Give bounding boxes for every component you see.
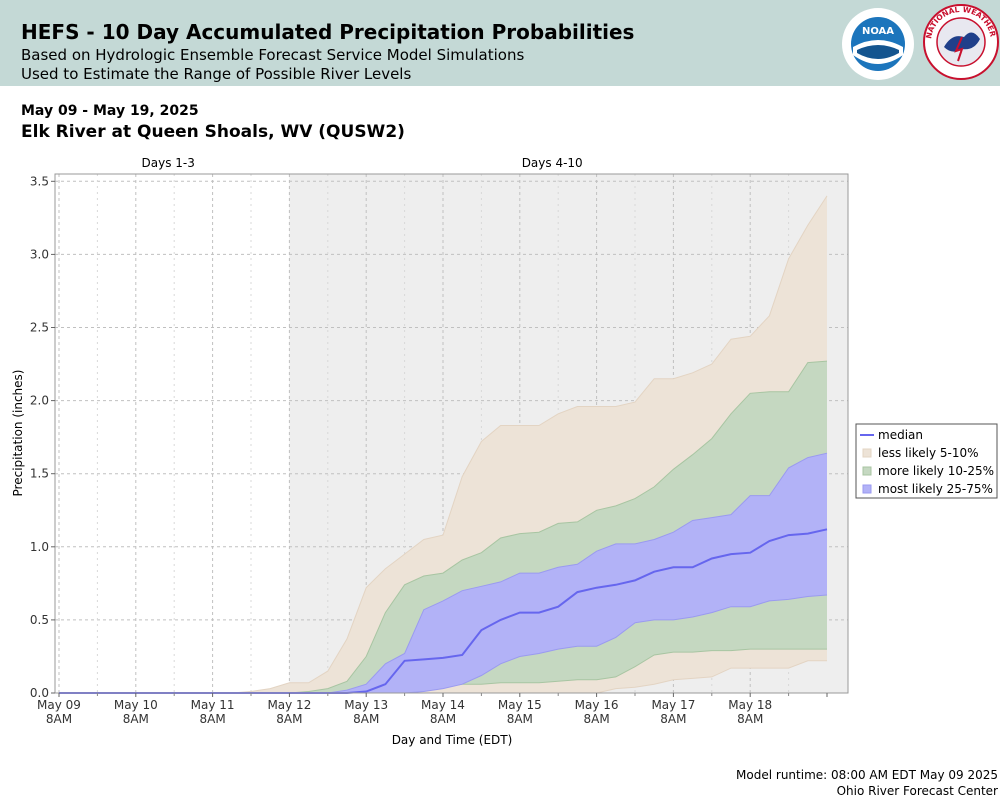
subtitle-line-2: Used to Estimate the Range of Possible R… — [21, 65, 412, 83]
band-p25_p75 — [59, 453, 827, 693]
x-tick-label-time: 8AM — [660, 712, 686, 726]
legend-swatch — [862, 448, 872, 458]
legend-label: median — [878, 428, 923, 442]
noaa-logo[interactable]: NOAA — [841, 7, 915, 81]
x-tick-label-time: 8AM — [737, 712, 763, 726]
legend-label: most likely 25-75% — [878, 482, 993, 496]
y-tick-label: 2.0 — [30, 394, 49, 408]
location-title: Elk River at Queen Shoals, WV (QUSW2) — [21, 122, 405, 142]
noaa-logo-text: NOAA — [862, 26, 894, 37]
days-1-3-region — [55, 174, 290, 693]
page-title: HEFS - 10 Day Accumulated Precipitation … — [21, 20, 635, 44]
noaa-wave-shape — [857, 45, 899, 59]
legend-label: less likely 5-10% — [878, 446, 979, 460]
x-tick-label-date: May 11 — [191, 698, 235, 712]
legend-swatch — [862, 484, 872, 494]
y-tick-label: 3.0 — [30, 247, 49, 261]
y-tick-label: 1.0 — [30, 540, 49, 554]
x-tick-label-time: 8AM — [507, 712, 533, 726]
legend-label: more likely 10-25% — [878, 464, 994, 478]
nws-cloud-icon — [944, 32, 980, 52]
y-tick-label: 2.5 — [30, 321, 49, 335]
x-axis-label: Day and Time (EDT) — [392, 733, 513, 747]
x-tick-label-date: May 12 — [267, 698, 311, 712]
y-tick-label: 0.5 — [30, 613, 49, 627]
y-tick-label: 3.5 — [30, 174, 49, 188]
x-tick-label-time: 8AM — [430, 712, 456, 726]
x-tick-label-date: May 17 — [651, 698, 695, 712]
legend-box — [855, 423, 998, 499]
x-tick-label-date: May 10 — [114, 698, 158, 712]
x-tick-label-time: 8AM — [276, 712, 302, 726]
nws-lightning-icon — [954, 36, 964, 62]
legend-swatch — [862, 466, 872, 476]
x-tick-label-date: May 09 — [37, 698, 81, 712]
date-range: May 09 - May 19, 2025 — [21, 103, 199, 119]
x-tick-label-date: May 14 — [421, 698, 465, 712]
plot-border — [54, 173, 849, 694]
plot-frame — [54, 173, 849, 694]
x-tick-label-time: 8AM — [123, 712, 149, 726]
nws-logo[interactable]: NATIONAL WEATHER SERVICE — [922, 3, 1000, 81]
forecast-center: Ohio River Forecast Center — [836, 784, 998, 798]
x-tick-label-date: May 15 — [498, 698, 542, 712]
y-tick-label: 1.5 — [30, 467, 49, 481]
subtitle-line-1: Based on Hydrologic Ensemble Forecast Se… — [21, 46, 525, 64]
y-tick-label: 0.0 — [30, 686, 49, 700]
x-tick-label-time: 8AM — [353, 712, 379, 726]
y-axis-ticks: 0.0 0.5 1.0 1.5 2.0 2.5 3.0 3.5 — [30, 174, 55, 700]
model-runtime: Model runtime: 08:00 AM EDT May 09 2025 — [736, 768, 998, 782]
period-label: Days 4-10 — [522, 156, 583, 170]
y-axis-label: Precipitation (inches) — [11, 370, 25, 497]
x-tick-label-time: 8AM — [199, 712, 225, 726]
x-tick-label-time: 8AM — [583, 712, 609, 726]
period-labels: Days 1-3 Days 4-10 — [142, 156, 583, 170]
x-tick-label-time: 8AM — [46, 712, 72, 726]
header-banner: HEFS - 10 Day Accumulated Precipitation … — [0, 0, 1000, 86]
x-tick-label-date: May 13 — [344, 698, 388, 712]
period-label: Days 1-3 — [142, 156, 195, 170]
x-tick-label-date: May 18 — [728, 698, 772, 712]
chart-legend: median less likely 5-10% more likely 10-25… — [855, 423, 998, 499]
x-tick-label-date: May 16 — [575, 698, 619, 712]
